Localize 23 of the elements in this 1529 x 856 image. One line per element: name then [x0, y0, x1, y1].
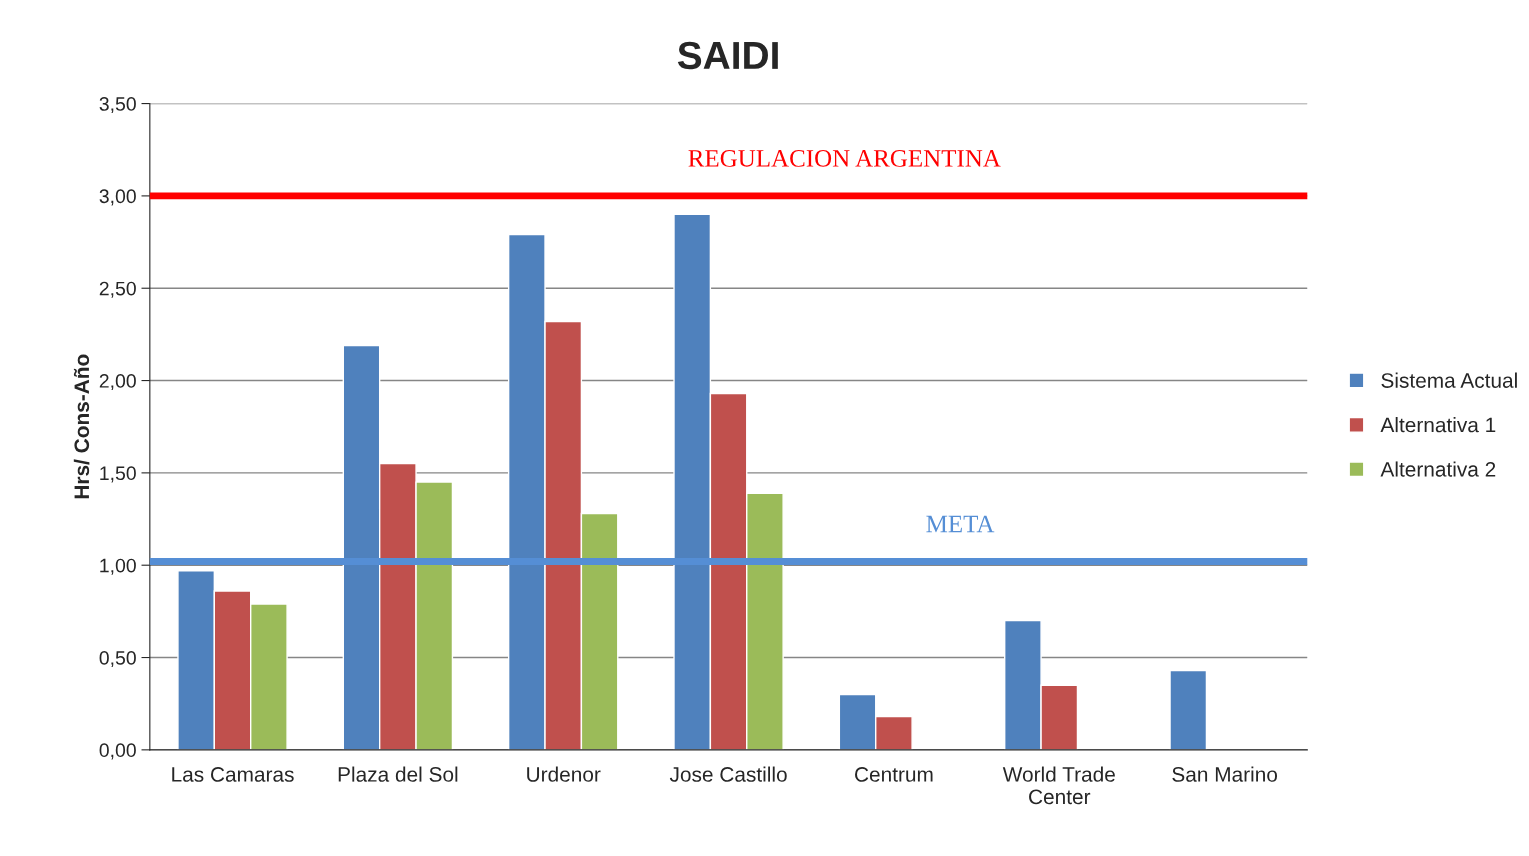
x-tick-label: Urdenor — [527, 766, 601, 782]
x-tick-label: Jose Castillo — [669, 766, 787, 782]
y-tick-label: 2,00 — [99, 374, 136, 391]
ref-line-label: REGULACION ARGENTINA — [688, 150, 1001, 167]
y-tick-label: 3,00 — [99, 189, 136, 206]
y-tick-label: 2,50 — [99, 281, 136, 298]
ref-line-label: META — [926, 515, 995, 533]
x-tick-label: World Trade Center — [1002, 766, 1115, 805]
legend-label: Alternativa 1 — [1380, 417, 1496, 433]
chart-title: SAIDI — [677, 41, 778, 70]
x-tick-label: Plaza del Sol — [338, 766, 458, 782]
bar — [1169, 669, 1208, 750]
y-tick-label: 0,50 — [99, 651, 136, 668]
y-tick-label: 3,50 — [99, 97, 136, 114]
y-tick-label: 1,00 — [100, 558, 136, 575]
x-tick-label: Centrum — [855, 767, 933, 782]
y-axis-title: Hrs/ Cons-Año — [73, 354, 90, 499]
y-tick-label: 0,00 — [99, 743, 136, 760]
y-tick-label: 1,50 — [100, 466, 136, 483]
legend-label: Alternativa 2 — [1380, 461, 1496, 477]
x-tick-label: San Marino — [1172, 766, 1278, 782]
legend-label: Sistema Actual — [1381, 372, 1517, 388]
x-tick-label: Las Camaras — [172, 767, 294, 782]
